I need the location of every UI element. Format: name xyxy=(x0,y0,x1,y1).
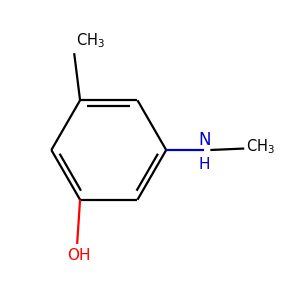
Text: $\mathregular{CH_3}$: $\mathregular{CH_3}$ xyxy=(76,32,105,50)
Text: N: N xyxy=(198,130,211,148)
Text: OH: OH xyxy=(67,248,90,263)
Text: $\mathregular{CH_3}$: $\mathregular{CH_3}$ xyxy=(246,138,275,156)
Text: H: H xyxy=(199,158,210,172)
